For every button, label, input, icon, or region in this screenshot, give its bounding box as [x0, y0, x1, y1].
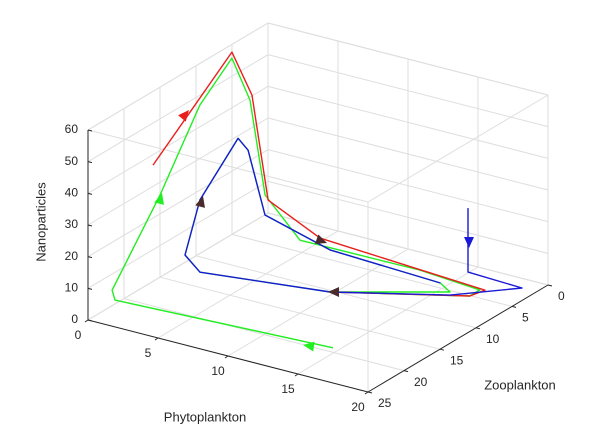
x-tick-label: 5: [145, 346, 152, 360]
grid-line: [157, 230, 339, 339]
y-tick: [547, 284, 553, 287]
z-tick: [87, 161, 93, 164]
x-tick-label: 20: [351, 400, 365, 414]
box-edge: [367, 94, 549, 203]
y-tick: [403, 370, 409, 373]
z-tick: [87, 287, 93, 290]
arrow: [195, 196, 205, 208]
z-tick: [87, 129, 93, 132]
z-tick-label: 40: [65, 186, 79, 200]
axis-layer: 0 5 10 15 20 0 5 10 15 20 25 0 10 20 30 40 50 60: [65, 122, 565, 414]
y-tick-label: 0: [558, 289, 565, 303]
z-tick: [87, 224, 93, 227]
grid-line: [267, 22, 549, 96]
x-tick: [84, 319, 89, 323]
trajectory: [152, 51, 486, 297]
line-layer: [111, 51, 523, 349]
z-tick-label: 10: [65, 281, 79, 295]
y-tick: [367, 391, 373, 394]
y-tick-label: 15: [450, 353, 464, 367]
y-tick-label: 5: [522, 311, 529, 325]
grid-line: [267, 117, 549, 191]
arrow: [328, 287, 339, 297]
x-tick: [294, 373, 299, 377]
y-tick-label: 10: [486, 332, 500, 346]
grid-line: [227, 248, 409, 357]
grid-line: [267, 180, 549, 254]
grid-line: [87, 180, 269, 289]
box-edge: [87, 129, 369, 203]
grid-line: [267, 149, 549, 223]
x-tick: [364, 391, 369, 395]
y-tick: [511, 305, 517, 308]
x-tick: [154, 337, 159, 341]
y-tick-label: 20: [414, 375, 428, 389]
z-tick: [87, 319, 93, 322]
grid-line: [297, 266, 479, 375]
grid-line: [87, 149, 269, 258]
x-tick-label: 0: [75, 328, 82, 342]
grid-line: [87, 22, 269, 131]
z-tick-label: 30: [65, 217, 79, 231]
y-tick: [439, 348, 445, 351]
grid-line: [87, 117, 269, 226]
arrow: [464, 237, 474, 248]
grid-line: [123, 298, 405, 372]
grid-line: [87, 85, 269, 194]
x-axis-label: Phytoplankton: [164, 409, 246, 424]
grid-line: [87, 212, 269, 321]
x-tick-label: 10: [211, 364, 225, 378]
y-axis-label: Zooplankton: [484, 377, 556, 392]
z-axis-label: Nanoparticles: [33, 182, 48, 262]
grid-line: [267, 54, 549, 128]
arrow: [154, 193, 164, 205]
y-axis: [367, 284, 549, 393]
trajectory: [111, 57, 481, 349]
z-tick-label: 50: [65, 154, 79, 168]
z-tick: [87, 192, 93, 195]
trajectory: [184, 137, 523, 296]
grid-line: [267, 212, 549, 286]
x-tick-label: 15: [281, 382, 295, 396]
grid-line: [159, 276, 441, 350]
arrow: [178, 110, 189, 122]
z-tick-label: 20: [65, 249, 79, 263]
z-tick: [87, 256, 93, 259]
direction-arrows: [154, 110, 474, 352]
arrow: [314, 234, 327, 244]
grid-layer: [87, 22, 549, 393]
z-tick-label: 60: [65, 122, 79, 136]
arrow: [303, 341, 315, 352]
grid-line: [267, 85, 549, 159]
y-tick-label: 25: [378, 396, 392, 410]
grid-line: [231, 233, 513, 307]
x-tick: [224, 355, 229, 359]
z-tick-label: 0: [71, 312, 78, 326]
y-tick: [475, 327, 481, 330]
